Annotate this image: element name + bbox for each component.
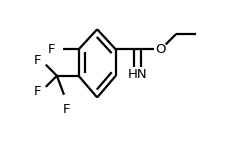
Text: F: F [34, 85, 41, 98]
Text: F: F [62, 103, 70, 116]
Text: O: O [155, 43, 165, 56]
Text: F: F [48, 43, 55, 56]
Text: HN: HN [127, 68, 147, 81]
Text: F: F [34, 54, 41, 67]
